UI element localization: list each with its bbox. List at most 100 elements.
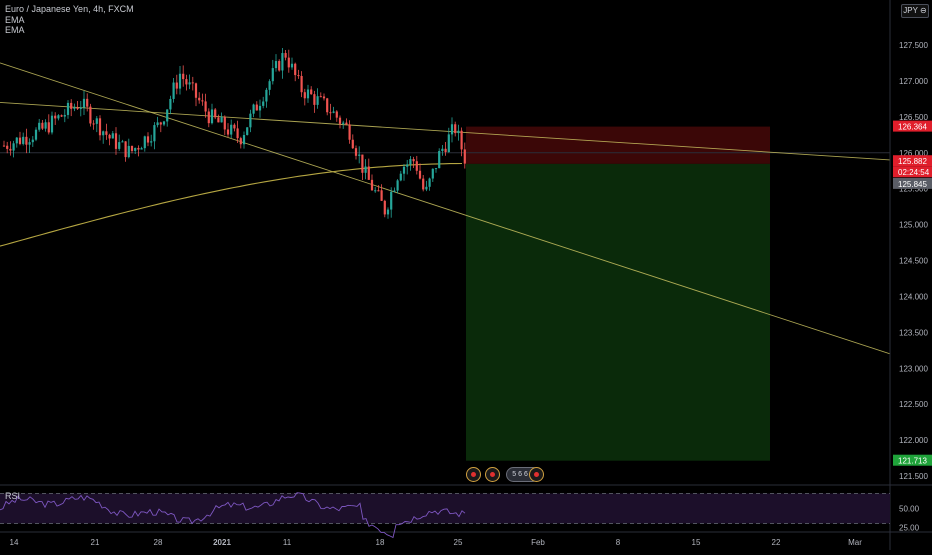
- price-tick-label: 125.000: [899, 221, 928, 230]
- price-tick-label: 127.500: [899, 41, 928, 50]
- candle-body: [2, 145, 6, 147]
- candle-body: [450, 124, 454, 135]
- candle-body: [114, 133, 118, 149]
- candle-body: [153, 125, 156, 142]
- price-tick-label: 123.500: [899, 328, 928, 337]
- currency-button[interactable]: JPY ⊖: [901, 4, 929, 18]
- candle-body: [172, 82, 175, 99]
- candle-body: [268, 81, 271, 90]
- candle-body: [358, 154, 361, 156]
- candle-body: [300, 75, 303, 93]
- candle-body: [335, 111, 338, 118]
- candle-body: [242, 135, 246, 145]
- candle-body: [89, 106, 92, 124]
- candle-body: [303, 92, 306, 99]
- candle-body: [98, 118, 102, 136]
- stop-loss-label: 126.364: [898, 123, 927, 132]
- current-price-label: 125.882: [898, 157, 927, 166]
- candle-body: [150, 141, 153, 143]
- candle-body: [134, 147, 137, 151]
- time-tick-label: 28: [154, 538, 163, 547]
- rsi-band: [0, 493, 890, 524]
- candle-body: [396, 180, 399, 191]
- candle-body: [127, 145, 130, 158]
- candle-body: [351, 139, 354, 149]
- price-badge: [893, 155, 932, 167]
- candle-body: [399, 173, 402, 181]
- candle-body: [354, 148, 358, 156]
- candle-body: [6, 145, 9, 149]
- take-profit-label: 121.713: [898, 457, 927, 466]
- candle-body: [223, 116, 226, 130]
- candle-body: [54, 115, 57, 119]
- candle-body: [434, 168, 438, 170]
- candle-body: [76, 107, 79, 109]
- candle-body: [329, 112, 332, 114]
- economic-event-icon[interactable]: [529, 467, 544, 482]
- trendline: [0, 62, 891, 355]
- candle-body: [249, 113, 252, 128]
- candle-body: [41, 122, 44, 129]
- candle-body: [38, 122, 41, 130]
- candle-body: [86, 98, 89, 107]
- price-tick-label: 126.000: [899, 149, 928, 158]
- candle-body: [194, 83, 198, 98]
- candle-body: [198, 97, 201, 101]
- candle-body: [214, 109, 217, 118]
- candle-body: [252, 104, 255, 114]
- economic-event-icon[interactable]: [466, 467, 481, 482]
- candle-body: [431, 168, 434, 179]
- candle-body: [332, 111, 335, 113]
- candle-body: [191, 82, 194, 84]
- trendline: [0, 102, 891, 161]
- candle-body: [118, 142, 121, 149]
- rsi-line: [0, 492, 466, 539]
- candle-body: [204, 101, 207, 112]
- candle-body: [284, 53, 287, 58]
- candle-body: [454, 124, 457, 134]
- rsi-tick-label: 50.00: [899, 505, 920, 514]
- take-profit-zone: [466, 163, 770, 461]
- candle-body: [255, 104, 258, 111]
- time-tick-label: 2021: [213, 538, 231, 547]
- countdown-label: 02:24:54: [898, 168, 930, 177]
- candle-body: [44, 122, 47, 129]
- symbol-title[interactable]: Euro / Japanese Yen, 4h, FXCM: [5, 4, 134, 14]
- candle-body: [217, 117, 220, 123]
- candle-body: [463, 149, 466, 164]
- candle-body: [143, 136, 146, 149]
- candle-body: [130, 145, 134, 151]
- candle-body: [239, 138, 242, 145]
- ema-indicator-label[interactable]: EMA: [5, 14, 25, 25]
- candle-body: [166, 109, 169, 122]
- candle-body: [316, 96, 319, 105]
- candle-body: [370, 179, 374, 191]
- time-tick-label: 21: [91, 538, 100, 547]
- candle-body: [258, 105, 262, 111]
- currency-label: JPY: [903, 6, 918, 15]
- rsi-pane-label[interactable]: RSI: [5, 491, 21, 501]
- candle-body: [95, 118, 98, 124]
- candle-body: [146, 136, 150, 143]
- candle-body: [230, 124, 233, 135]
- time-tick-label: 25: [454, 538, 463, 547]
- candle-body: [428, 178, 431, 187]
- economic-event-icon[interactable]: [485, 467, 500, 482]
- candle-body: [233, 124, 236, 129]
- currency-menu-icon: ⊖: [920, 6, 927, 15]
- candle-body: [57, 115, 60, 119]
- candle-body: [66, 102, 70, 115]
- candle-body: [102, 131, 105, 136]
- candle-body: [393, 190, 396, 192]
- candle-body: [438, 151, 441, 169]
- candle-body: [281, 53, 284, 71]
- price-tick-label: 124.500: [899, 257, 928, 266]
- candle-body: [188, 82, 191, 85]
- candle-body: [418, 170, 422, 179]
- candle-body: [402, 166, 406, 174]
- candle-body: [425, 186, 428, 190]
- candle-body: [278, 61, 281, 71]
- ema-indicator-label-2[interactable]: EMA: [5, 25, 25, 35]
